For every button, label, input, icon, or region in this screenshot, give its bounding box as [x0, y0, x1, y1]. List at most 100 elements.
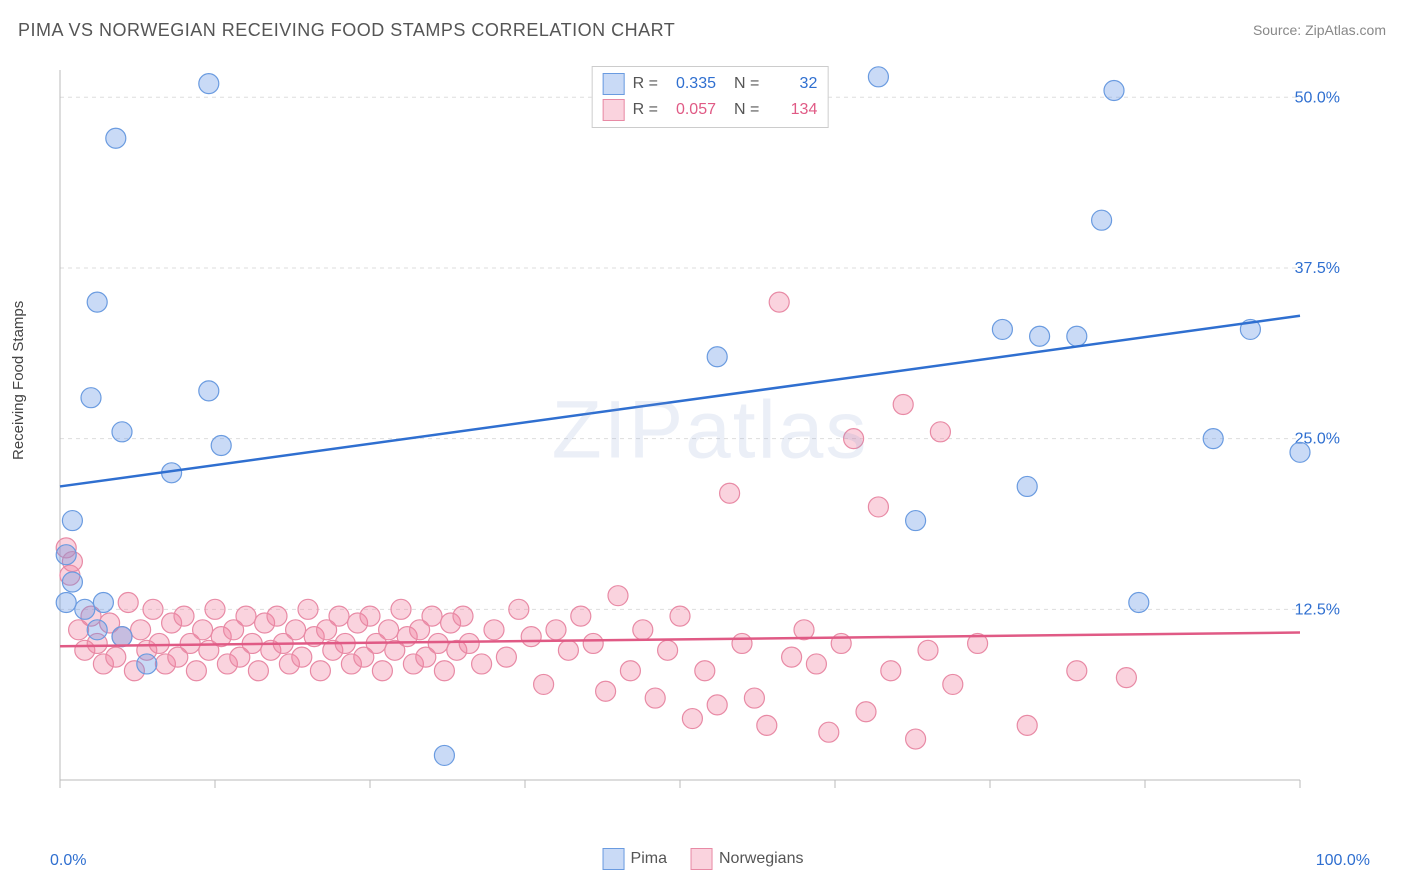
data-point	[186, 661, 206, 681]
data-point	[583, 633, 603, 653]
data-point	[62, 572, 82, 592]
data-point	[1030, 326, 1050, 346]
legend-n-value: 32	[767, 75, 817, 93]
data-point	[329, 606, 349, 626]
data-point	[459, 633, 479, 653]
data-point	[744, 688, 764, 708]
data-point	[658, 640, 678, 660]
data-point	[149, 633, 169, 653]
source-attribution: Source: ZipAtlas.com	[1253, 22, 1386, 38]
data-point	[62, 511, 82, 531]
scatter-svg: 12.5%25.0%37.5%50.0%	[50, 60, 1370, 820]
data-point	[236, 606, 256, 626]
data-point	[81, 388, 101, 408]
data-point	[496, 647, 516, 667]
data-point	[292, 647, 312, 667]
data-point	[757, 715, 777, 735]
data-point	[267, 606, 287, 626]
data-point	[992, 319, 1012, 339]
y-axis-label: Receiving Food Stamps	[10, 301, 27, 460]
data-point	[193, 620, 213, 640]
data-point	[844, 429, 864, 449]
data-point	[571, 606, 591, 626]
legend-row: R =0.057N =134	[603, 97, 818, 123]
data-point	[434, 661, 454, 681]
data-point	[1017, 476, 1037, 496]
chart-container: Receiving Food Stamps 12.5%25.0%37.5%50.…	[0, 60, 1406, 870]
data-point	[298, 599, 318, 619]
data-point	[707, 347, 727, 367]
data-point	[930, 422, 950, 442]
data-point	[806, 654, 826, 674]
legend-n-label: N =	[734, 75, 759, 93]
y-tick-label: 37.5%	[1295, 260, 1340, 277]
legend-label: Pima	[631, 850, 667, 867]
data-point	[1116, 668, 1136, 688]
data-point	[1290, 442, 1310, 462]
data-point	[112, 627, 132, 647]
legend-swatch	[603, 99, 625, 121]
data-point	[199, 74, 219, 94]
data-point	[1104, 80, 1124, 100]
correlation-legend: R =0.335N =32R =0.057N =134	[592, 66, 829, 128]
data-point	[534, 674, 554, 694]
data-point	[211, 435, 231, 455]
trend-line	[60, 316, 1300, 487]
y-tick-label: 12.5%	[1295, 601, 1340, 618]
data-point	[484, 620, 504, 640]
data-point	[769, 292, 789, 312]
data-point	[868, 67, 888, 87]
data-point	[360, 606, 380, 626]
legend-swatch	[691, 848, 713, 870]
data-point	[372, 661, 392, 681]
data-point	[782, 647, 802, 667]
data-point	[918, 640, 938, 660]
data-point	[1092, 210, 1112, 230]
data-point	[286, 620, 306, 640]
data-point	[558, 640, 578, 660]
data-point	[707, 695, 727, 715]
data-point	[943, 674, 963, 694]
data-point	[596, 681, 616, 701]
data-point	[87, 292, 107, 312]
data-point	[87, 620, 107, 640]
data-point	[75, 599, 95, 619]
data-point	[1017, 715, 1037, 735]
data-point	[670, 606, 690, 626]
x-axis-max-label: 100.0%	[1316, 852, 1370, 870]
data-point	[608, 586, 628, 606]
data-point	[1067, 326, 1087, 346]
plot-area: 12.5%25.0%37.5%50.0% ZIPatlas R =0.335N …	[50, 60, 1370, 820]
data-point	[620, 661, 640, 681]
data-point	[819, 722, 839, 742]
data-point	[118, 593, 138, 613]
data-point	[645, 688, 665, 708]
data-point	[106, 128, 126, 148]
data-point	[453, 606, 473, 626]
data-point	[310, 661, 330, 681]
legend-r-label: R =	[633, 75, 658, 93]
data-point	[868, 497, 888, 517]
data-point	[422, 606, 442, 626]
data-point	[893, 395, 913, 415]
data-point	[906, 511, 926, 531]
legend-r-label: R =	[633, 101, 658, 119]
data-point	[131, 620, 151, 640]
data-point	[143, 599, 163, 619]
data-point	[93, 593, 113, 613]
data-point	[633, 620, 653, 640]
legend-swatch	[603, 73, 625, 95]
data-point	[428, 633, 448, 653]
data-point	[56, 545, 76, 565]
data-point	[521, 627, 541, 647]
data-point	[106, 647, 126, 667]
data-point	[906, 729, 926, 749]
data-point	[695, 661, 715, 681]
legend-r-value: 0.057	[666, 101, 716, 119]
x-axis-min-label: 0.0%	[50, 852, 86, 870]
data-point	[391, 599, 411, 619]
data-point	[732, 633, 752, 653]
data-point	[205, 599, 225, 619]
page-title: PIMA VS NORWEGIAN RECEIVING FOOD STAMPS …	[18, 20, 675, 41]
data-point	[112, 422, 132, 442]
